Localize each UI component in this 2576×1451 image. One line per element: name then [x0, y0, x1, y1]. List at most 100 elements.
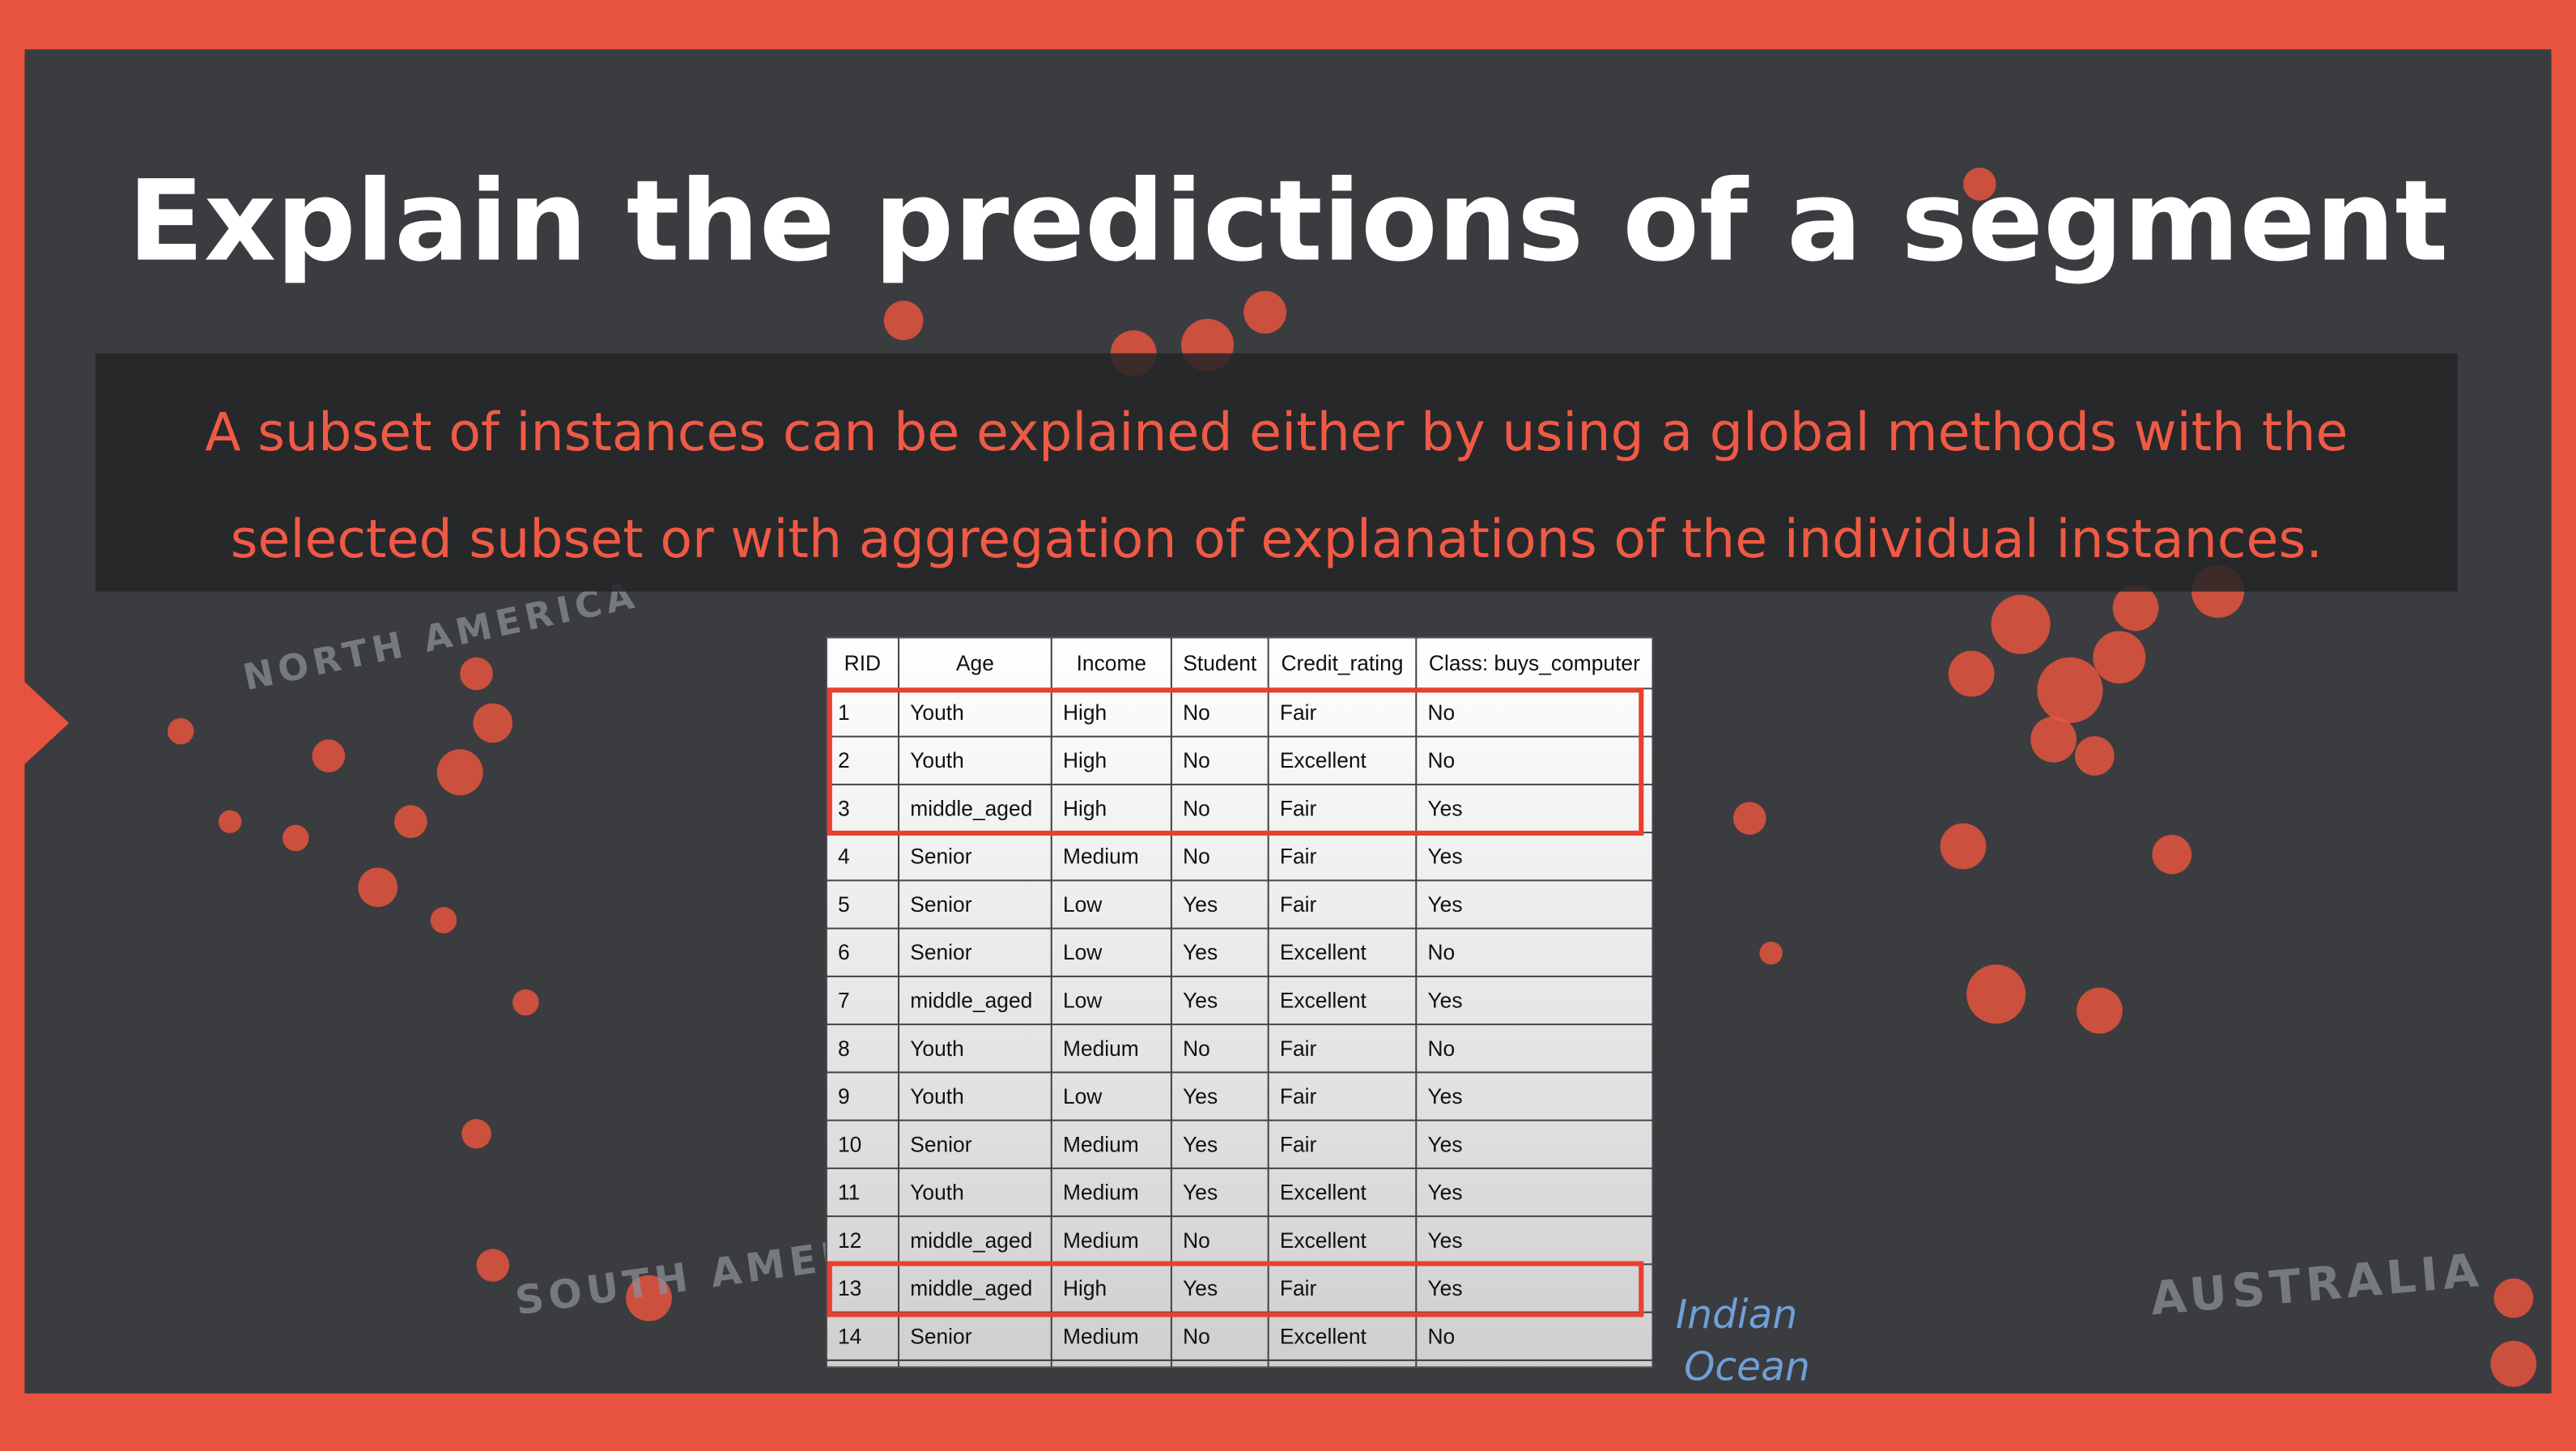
map-dot [430, 907, 457, 934]
column-header: Student [1183, 651, 1257, 675]
map-dot [2493, 1278, 2534, 1318]
table-cell: Yes [1183, 1132, 1218, 1156]
table-cell: Youth [910, 700, 964, 725]
table-cell: No [1427, 700, 1455, 725]
table-cell: Medium [1063, 1132, 1139, 1156]
subtitle-line: selected subset or with aggregation of e… [231, 509, 2323, 570]
table-cell: 1 [838, 700, 850, 725]
subtitle-line: A subset of instances can be explained e… [205, 402, 2348, 463]
table-cell: No [1183, 1324, 1210, 1348]
map-dot [394, 805, 427, 839]
column-header: Age [956, 651, 994, 675]
map-dot [167, 717, 194, 745]
map-dot [2075, 736, 2115, 776]
map-dot [460, 657, 493, 691]
table-cell: Fair [1280, 700, 1317, 725]
map-dot [1966, 964, 2026, 1024]
table-cell: middle_aged [910, 1276, 1032, 1300]
table-cell: Fair [1280, 1036, 1317, 1061]
table-cell: High [1063, 1276, 1107, 1300]
map-dot [218, 810, 242, 833]
table-cell: Low [1063, 892, 1103, 917]
table-cell: Senior [910, 940, 971, 964]
table-cell: Low [1063, 940, 1103, 964]
table-cell: High [1063, 748, 1107, 772]
table-cell: Excellent [1280, 989, 1367, 1013]
map-dots [167, 168, 2537, 1387]
map-label: Indian [1676, 1292, 1797, 1338]
map-dot [626, 1274, 672, 1321]
table-cell: 6 [838, 940, 850, 964]
map-dot [2077, 987, 2123, 1034]
table-cell: Yes [1427, 1276, 1462, 1300]
table-cell: High [1063, 796, 1107, 820]
arrow-marker [24, 682, 70, 764]
table-cell: Fair [1280, 796, 1317, 820]
table-cell: 10 [838, 1132, 861, 1156]
table-cell: Youth [910, 1084, 964, 1108]
map-dot [461, 1119, 491, 1149]
table-cell: High [1063, 700, 1107, 725]
map-dot [1759, 941, 1783, 965]
table-cell: 14 [838, 1324, 861, 1348]
map-dot [358, 867, 398, 908]
column-header: RID [844, 651, 881, 675]
map-dot [2112, 585, 2159, 632]
map-dot [2037, 657, 2103, 723]
map-dot [512, 989, 539, 1016]
table-cell: Fair [1280, 845, 1317, 869]
table-cell: Medium [1063, 1181, 1139, 1205]
table-cell: Medium [1063, 845, 1139, 869]
table-cell: 13 [838, 1276, 861, 1300]
map-dot [1940, 823, 1987, 870]
table-cell: 8 [838, 1036, 850, 1061]
table-cell: Fair [1280, 892, 1317, 917]
map-dot [1732, 802, 1766, 835]
map-dot [1243, 291, 1286, 334]
map-dot [2093, 631, 2146, 684]
table-cell: Low [1063, 1084, 1103, 1108]
table-cell: 4 [838, 845, 850, 869]
column-header: Income [1077, 651, 1147, 675]
table-cell: Excellent [1280, 748, 1367, 772]
table-cell: No [1427, 940, 1455, 964]
table-cell: Excellent [1280, 1324, 1367, 1348]
table-cell: Excellent [1280, 1228, 1367, 1253]
table-cell: Medium [1063, 1228, 1139, 1253]
table-cell: No [1183, 1036, 1210, 1061]
table-cell: 2 [838, 748, 850, 772]
map-dot [2030, 716, 2077, 763]
table-cell: Senior [910, 892, 971, 917]
table-cell: No [1427, 1036, 1455, 1061]
table-cell: Yes [1183, 1276, 1218, 1300]
table-cell: Yes [1427, 989, 1462, 1013]
table-cell: Yes [1427, 796, 1462, 820]
highlight-box [827, 1261, 1644, 1317]
table-cell: Yes [1183, 1084, 1218, 1108]
table-cell: No [1183, 796, 1210, 820]
map-label: Ocean [1684, 1345, 1810, 1390]
table-cell: Excellent [1280, 940, 1367, 964]
table-cell: No [1183, 1228, 1210, 1253]
table-cell: 7 [838, 989, 850, 1013]
map-dot [1963, 168, 1996, 201]
table-cell: Youth [910, 1181, 964, 1205]
subtitle-box [95, 353, 2458, 592]
table-cell: Yes [1427, 845, 1462, 869]
map-dot [2490, 1340, 2537, 1387]
table-cell: Yes [1427, 1228, 1462, 1253]
slide-title: Explain the predictions of a segment [128, 156, 2449, 287]
table-cell: middle_aged [910, 989, 1032, 1013]
table-cell: Youth [910, 748, 964, 772]
table-cell: Senior [910, 1132, 971, 1156]
table-cell: Youth [910, 1036, 964, 1061]
table-cell: Yes [1183, 1181, 1218, 1205]
table-cell: No [1183, 700, 1210, 725]
table-cell: 9 [838, 1084, 850, 1108]
table-cell: Yes [1183, 892, 1218, 917]
table-cell: Fair [1280, 1276, 1317, 1300]
map-dot [2152, 834, 2192, 874]
table-cell: Medium [1063, 1036, 1139, 1061]
